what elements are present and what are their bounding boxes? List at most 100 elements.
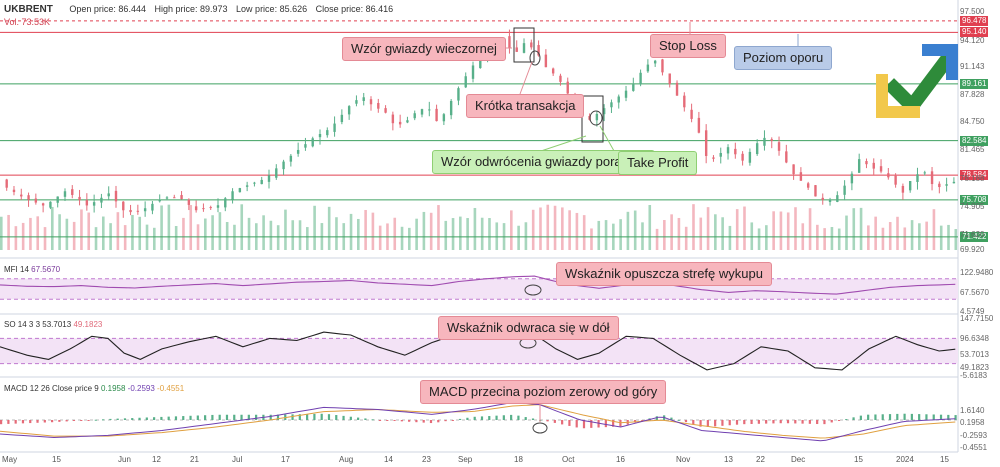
mfi-line — [0, 275, 956, 295]
volume-bar — [568, 210, 571, 250]
volume-bar — [262, 215, 265, 250]
candle-body — [690, 109, 693, 119]
candle-body — [544, 54, 548, 68]
macd-histogram-bar — [58, 420, 61, 422]
candle-body — [296, 149, 300, 154]
price-tick-label: 87.828 — [960, 90, 985, 100]
price-level-tag: 78.584 — [960, 170, 989, 181]
volume-bar — [459, 216, 462, 250]
candle-body — [515, 47, 518, 52]
macd-histogram-bar — [276, 414, 280, 420]
time-tick-label: Jun — [118, 455, 131, 464]
macd-histogram-bar — [612, 420, 615, 427]
candle-body — [661, 59, 664, 73]
candle-body — [712, 157, 715, 159]
candle-body — [923, 172, 926, 174]
volume-bar — [29, 217, 32, 250]
volume-bar — [72, 221, 76, 250]
volume-bar — [765, 225, 768, 250]
candle-body — [639, 72, 642, 85]
candle-body — [340, 114, 344, 123]
time-tick-label: 18 — [514, 455, 523, 464]
macd-histogram-bar — [145, 417, 148, 420]
macd-histogram-bar — [714, 420, 717, 427]
volume-bar — [167, 204, 171, 250]
volume-bar — [153, 227, 156, 250]
brand-logo — [876, 44, 958, 118]
candle-body — [180, 195, 183, 200]
volume-bar — [859, 207, 863, 250]
candle-body — [675, 82, 679, 96]
macd-histogram-bar — [269, 414, 272, 420]
volume-bar — [400, 226, 404, 250]
macd-histogram-bar — [371, 419, 374, 421]
volume-bar — [65, 218, 69, 250]
macd-histogram-bar — [247, 414, 250, 420]
macd-histogram-bar — [888, 414, 892, 420]
macd-histogram-bar — [364, 418, 367, 420]
volume-bar — [510, 210, 513, 250]
candle-body — [406, 120, 409, 123]
hist-value: -0.4551 — [157, 384, 185, 393]
candle-body — [143, 208, 147, 212]
candle-body — [646, 64, 650, 72]
macd-histogram-bar — [400, 420, 403, 422]
volume-bar — [80, 209, 83, 250]
candle-body — [275, 168, 278, 178]
volume-bar — [706, 207, 710, 250]
candle-body — [865, 161, 868, 165]
macd-histogram-bar — [670, 417, 673, 420]
candle-body — [245, 185, 249, 187]
candle-body — [653, 60, 657, 64]
mfi-band — [0, 278, 958, 300]
macd-histogram-bar — [553, 420, 556, 423]
volume-bar — [947, 224, 950, 250]
candle-body — [267, 175, 271, 182]
macd-tick-label: -0.4551 — [960, 443, 988, 452]
macd-histogram-bar — [7, 420, 10, 424]
time-tick-label: 2024 — [896, 455, 914, 464]
candle-body — [741, 153, 744, 161]
volume-bar — [0, 216, 3, 250]
candle-body — [828, 199, 832, 202]
volume-bar — [663, 220, 666, 250]
macd-histogram-bar — [357, 417, 360, 420]
price-tick-label: 84.750 — [960, 116, 985, 126]
macd-histogram-bar — [459, 418, 462, 420]
candle-body — [471, 65, 475, 79]
candle-body — [551, 68, 555, 74]
pattern-marker — [589, 110, 603, 126]
candle-body — [442, 114, 446, 122]
macd-histogram-bar — [94, 419, 97, 421]
macd-histogram-bar — [531, 418, 535, 420]
macd-histogram-bar — [378, 420, 382, 421]
pattern-marker — [529, 50, 541, 66]
volume-bar — [590, 228, 593, 250]
candle-body — [318, 134, 322, 138]
time-tick-label: 17 — [281, 455, 290, 464]
candle-body — [704, 130, 708, 157]
candle-body — [777, 142, 781, 151]
candle-body — [624, 90, 628, 98]
volume-bar — [327, 206, 331, 250]
volume-bar — [735, 209, 739, 250]
macd-tick-label: -0.2593 — [960, 431, 988, 440]
candle-body — [945, 184, 948, 186]
so-tick-label: 147.7150 — [960, 314, 994, 323]
macd-histogram-bar — [925, 414, 928, 420]
macd-histogram-bar — [655, 416, 658, 420]
macd-histogram-bar — [342, 415, 345, 420]
macd-histogram-bar — [189, 415, 192, 420]
volume-bar — [954, 229, 958, 250]
volume-bar — [123, 225, 127, 250]
macd-histogram-bar — [393, 420, 396, 421]
time-tick-label: 23 — [422, 455, 431, 464]
candle-body — [165, 197, 169, 199]
volume-bar — [896, 216, 899, 250]
macd-histogram-bar — [131, 418, 134, 420]
macd-histogram-bar — [641, 420, 644, 421]
macd-histogram-bar — [903, 413, 906, 420]
macd-histogram-bar — [721, 420, 724, 426]
candle-body — [56, 196, 59, 203]
candle-body — [347, 106, 351, 115]
